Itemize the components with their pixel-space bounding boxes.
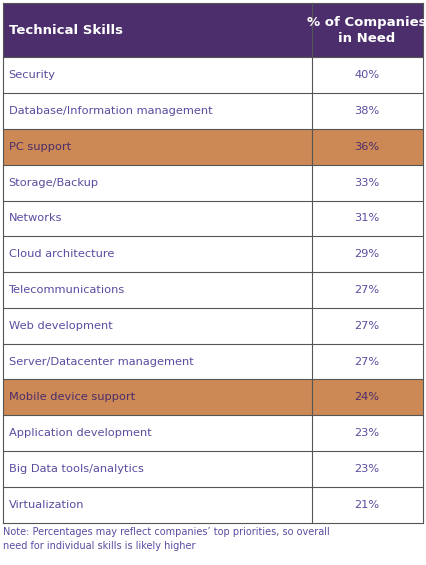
Bar bbox=[3, 58, 311, 93]
Bar bbox=[3, 165, 311, 201]
Bar bbox=[3, 487, 311, 523]
Text: Technical Skills: Technical Skills bbox=[9, 24, 123, 37]
Text: 29%: 29% bbox=[354, 249, 380, 259]
Text: Server/Datacenter management: Server/Datacenter management bbox=[9, 357, 193, 367]
Bar bbox=[311, 236, 423, 272]
Text: 27%: 27% bbox=[354, 321, 380, 331]
Bar bbox=[3, 415, 311, 451]
Bar bbox=[311, 272, 423, 308]
Bar bbox=[311, 129, 423, 165]
Text: 31%: 31% bbox=[354, 214, 380, 223]
Bar bbox=[3, 129, 311, 165]
Bar bbox=[3, 344, 311, 380]
Text: 40%: 40% bbox=[354, 70, 380, 80]
Bar bbox=[311, 415, 423, 451]
Text: Telecommunications: Telecommunications bbox=[9, 285, 125, 295]
Bar bbox=[311, 380, 423, 415]
Text: 23%: 23% bbox=[354, 464, 380, 474]
Text: Security: Security bbox=[9, 70, 55, 80]
Text: 27%: 27% bbox=[354, 357, 380, 367]
Bar bbox=[3, 3, 423, 58]
Bar bbox=[311, 451, 423, 487]
Text: Cloud architecture: Cloud architecture bbox=[9, 249, 114, 259]
Text: 36%: 36% bbox=[354, 142, 380, 152]
Bar bbox=[3, 93, 311, 129]
Bar bbox=[311, 344, 423, 380]
Bar bbox=[3, 201, 311, 236]
Bar bbox=[311, 487, 423, 523]
Bar bbox=[311, 58, 423, 93]
Bar bbox=[3, 272, 311, 308]
Text: % of Companies
in Need: % of Companies in Need bbox=[307, 16, 426, 45]
Text: Mobile device support: Mobile device support bbox=[9, 392, 135, 402]
Bar bbox=[3, 308, 311, 344]
Text: Note: Percentages may reflect companies’ top priorities, so overall
need for ind: Note: Percentages may reflect companies’… bbox=[3, 527, 330, 551]
Bar bbox=[3, 451, 311, 487]
Text: Database/Information management: Database/Information management bbox=[9, 106, 212, 116]
Text: Web development: Web development bbox=[9, 321, 112, 331]
Bar bbox=[311, 93, 423, 129]
Text: 23%: 23% bbox=[354, 428, 380, 438]
Bar bbox=[311, 201, 423, 236]
Bar bbox=[3, 236, 311, 272]
Bar bbox=[3, 380, 311, 415]
Text: Application development: Application development bbox=[9, 428, 151, 438]
Bar bbox=[311, 165, 423, 201]
Text: 33%: 33% bbox=[354, 177, 380, 188]
Text: 24%: 24% bbox=[354, 392, 380, 402]
Text: 38%: 38% bbox=[354, 106, 380, 116]
Text: Virtualization: Virtualization bbox=[9, 499, 84, 510]
Bar bbox=[311, 308, 423, 344]
Text: 21%: 21% bbox=[354, 499, 380, 510]
Text: PC support: PC support bbox=[9, 142, 71, 152]
Text: Networks: Networks bbox=[9, 214, 62, 223]
Text: Storage/Backup: Storage/Backup bbox=[9, 177, 99, 188]
Text: Big Data tools/analytics: Big Data tools/analytics bbox=[9, 464, 144, 474]
Text: 27%: 27% bbox=[354, 285, 380, 295]
